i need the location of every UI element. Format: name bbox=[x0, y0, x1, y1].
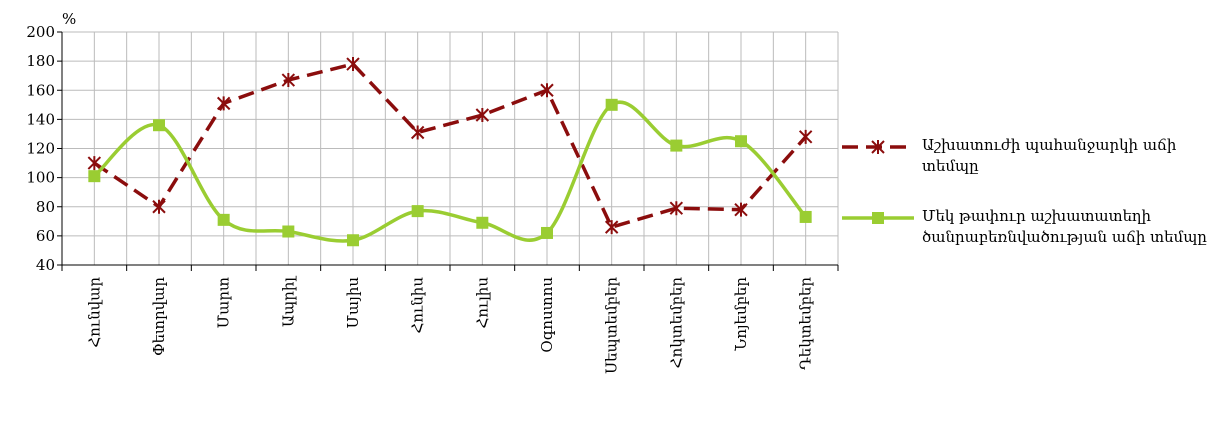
marker bbox=[411, 205, 424, 218]
x-tick-label: Օգոստոս bbox=[538, 277, 556, 353]
y-tick-label: 140 bbox=[26, 110, 55, 128]
series-line bbox=[93, 62, 807, 230]
x-tick-label: Ապրիլ bbox=[279, 276, 297, 327]
y-tick-label: 40 bbox=[36, 256, 55, 274]
legend-label: Մեկ թափուր աշխատատեղի ծանրաբեռնվածության… bbox=[922, 207, 1207, 246]
marker bbox=[605, 98, 618, 111]
y-tick-label: 80 bbox=[36, 198, 55, 216]
y-axis-label: % bbox=[62, 10, 76, 28]
marker bbox=[281, 73, 296, 88]
marker bbox=[346, 57, 360, 72]
x-tick-label: Հուլիս bbox=[473, 277, 491, 329]
marker bbox=[475, 108, 490, 123]
marker bbox=[669, 201, 684, 216]
x-tick-label: Մարտ bbox=[215, 277, 233, 328]
marker bbox=[670, 139, 683, 152]
x-tick-label: Սեպտեմբեր bbox=[603, 277, 621, 374]
y-tick-label: 180 bbox=[26, 52, 55, 70]
marker bbox=[872, 212, 884, 224]
marker bbox=[152, 199, 166, 214]
marker bbox=[476, 216, 489, 229]
marker bbox=[734, 202, 748, 217]
marker bbox=[735, 135, 747, 148]
x-tick-label: Հունվար bbox=[85, 277, 103, 348]
marker bbox=[282, 225, 295, 238]
x-tick-label: Հոկտեմբեր bbox=[667, 277, 685, 369]
x-tick-label: Նոյեմբեր bbox=[732, 277, 750, 352]
marker bbox=[798, 129, 813, 144]
y-tick-label: 60 bbox=[36, 227, 55, 245]
x-tick-label: Դեկտեմբեր bbox=[797, 277, 815, 370]
y-tick-label: 120 bbox=[26, 140, 55, 158]
marker bbox=[153, 119, 165, 132]
y-tick-label: 100 bbox=[26, 169, 55, 187]
marker bbox=[216, 96, 231, 111]
marker bbox=[410, 125, 425, 140]
marker bbox=[540, 83, 554, 98]
marker bbox=[799, 210, 812, 223]
marker bbox=[217, 213, 230, 226]
x-tick-label: Փետրվար bbox=[150, 277, 168, 356]
legend-label: Աշխատուժի պահանջարկի աճի տեմպը bbox=[922, 136, 1177, 175]
y-tick-label: 200 bbox=[26, 23, 55, 41]
marker bbox=[871, 140, 885, 154]
y-tick-label: 160 bbox=[26, 81, 55, 99]
x-tick-label: Հունիս bbox=[409, 277, 427, 334]
marker bbox=[541, 226, 553, 239]
marker bbox=[88, 170, 101, 183]
marker bbox=[604, 220, 619, 235]
x-tick-label: Մայիս bbox=[344, 277, 362, 329]
marker bbox=[87, 156, 102, 171]
marker bbox=[347, 234, 359, 247]
